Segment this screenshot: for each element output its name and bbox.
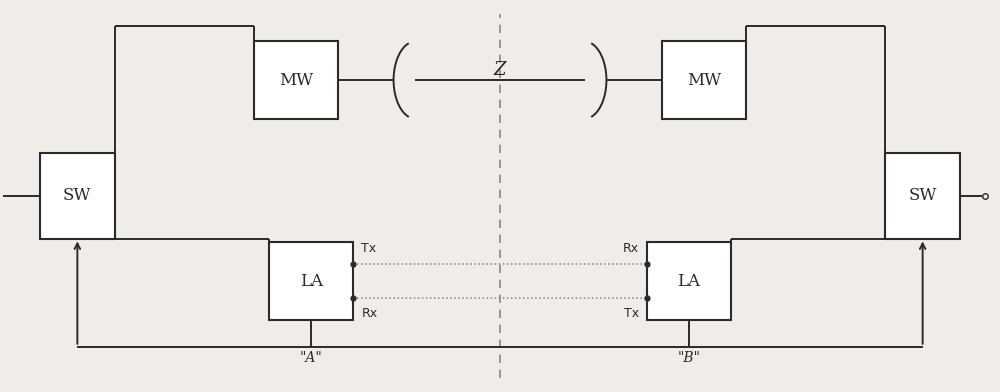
Text: SW: SW xyxy=(63,187,92,205)
Text: MW: MW xyxy=(279,72,313,89)
Text: SW: SW xyxy=(908,187,937,205)
Text: Rx: Rx xyxy=(361,307,377,320)
Bar xyxy=(269,242,353,319)
Text: Tx: Tx xyxy=(624,307,639,320)
Bar xyxy=(647,242,731,319)
Bar xyxy=(885,154,960,238)
Text: LA: LA xyxy=(300,272,323,290)
Text: Tx: Tx xyxy=(361,242,376,255)
Text: "B": "B" xyxy=(677,351,700,365)
Text: Z: Z xyxy=(494,62,506,80)
Bar xyxy=(254,42,338,119)
Bar xyxy=(662,42,746,119)
Text: Rx: Rx xyxy=(623,242,639,255)
Text: MW: MW xyxy=(687,72,721,89)
Bar xyxy=(40,154,115,238)
Text: "A": "A" xyxy=(300,351,322,365)
Text: LA: LA xyxy=(677,272,700,290)
